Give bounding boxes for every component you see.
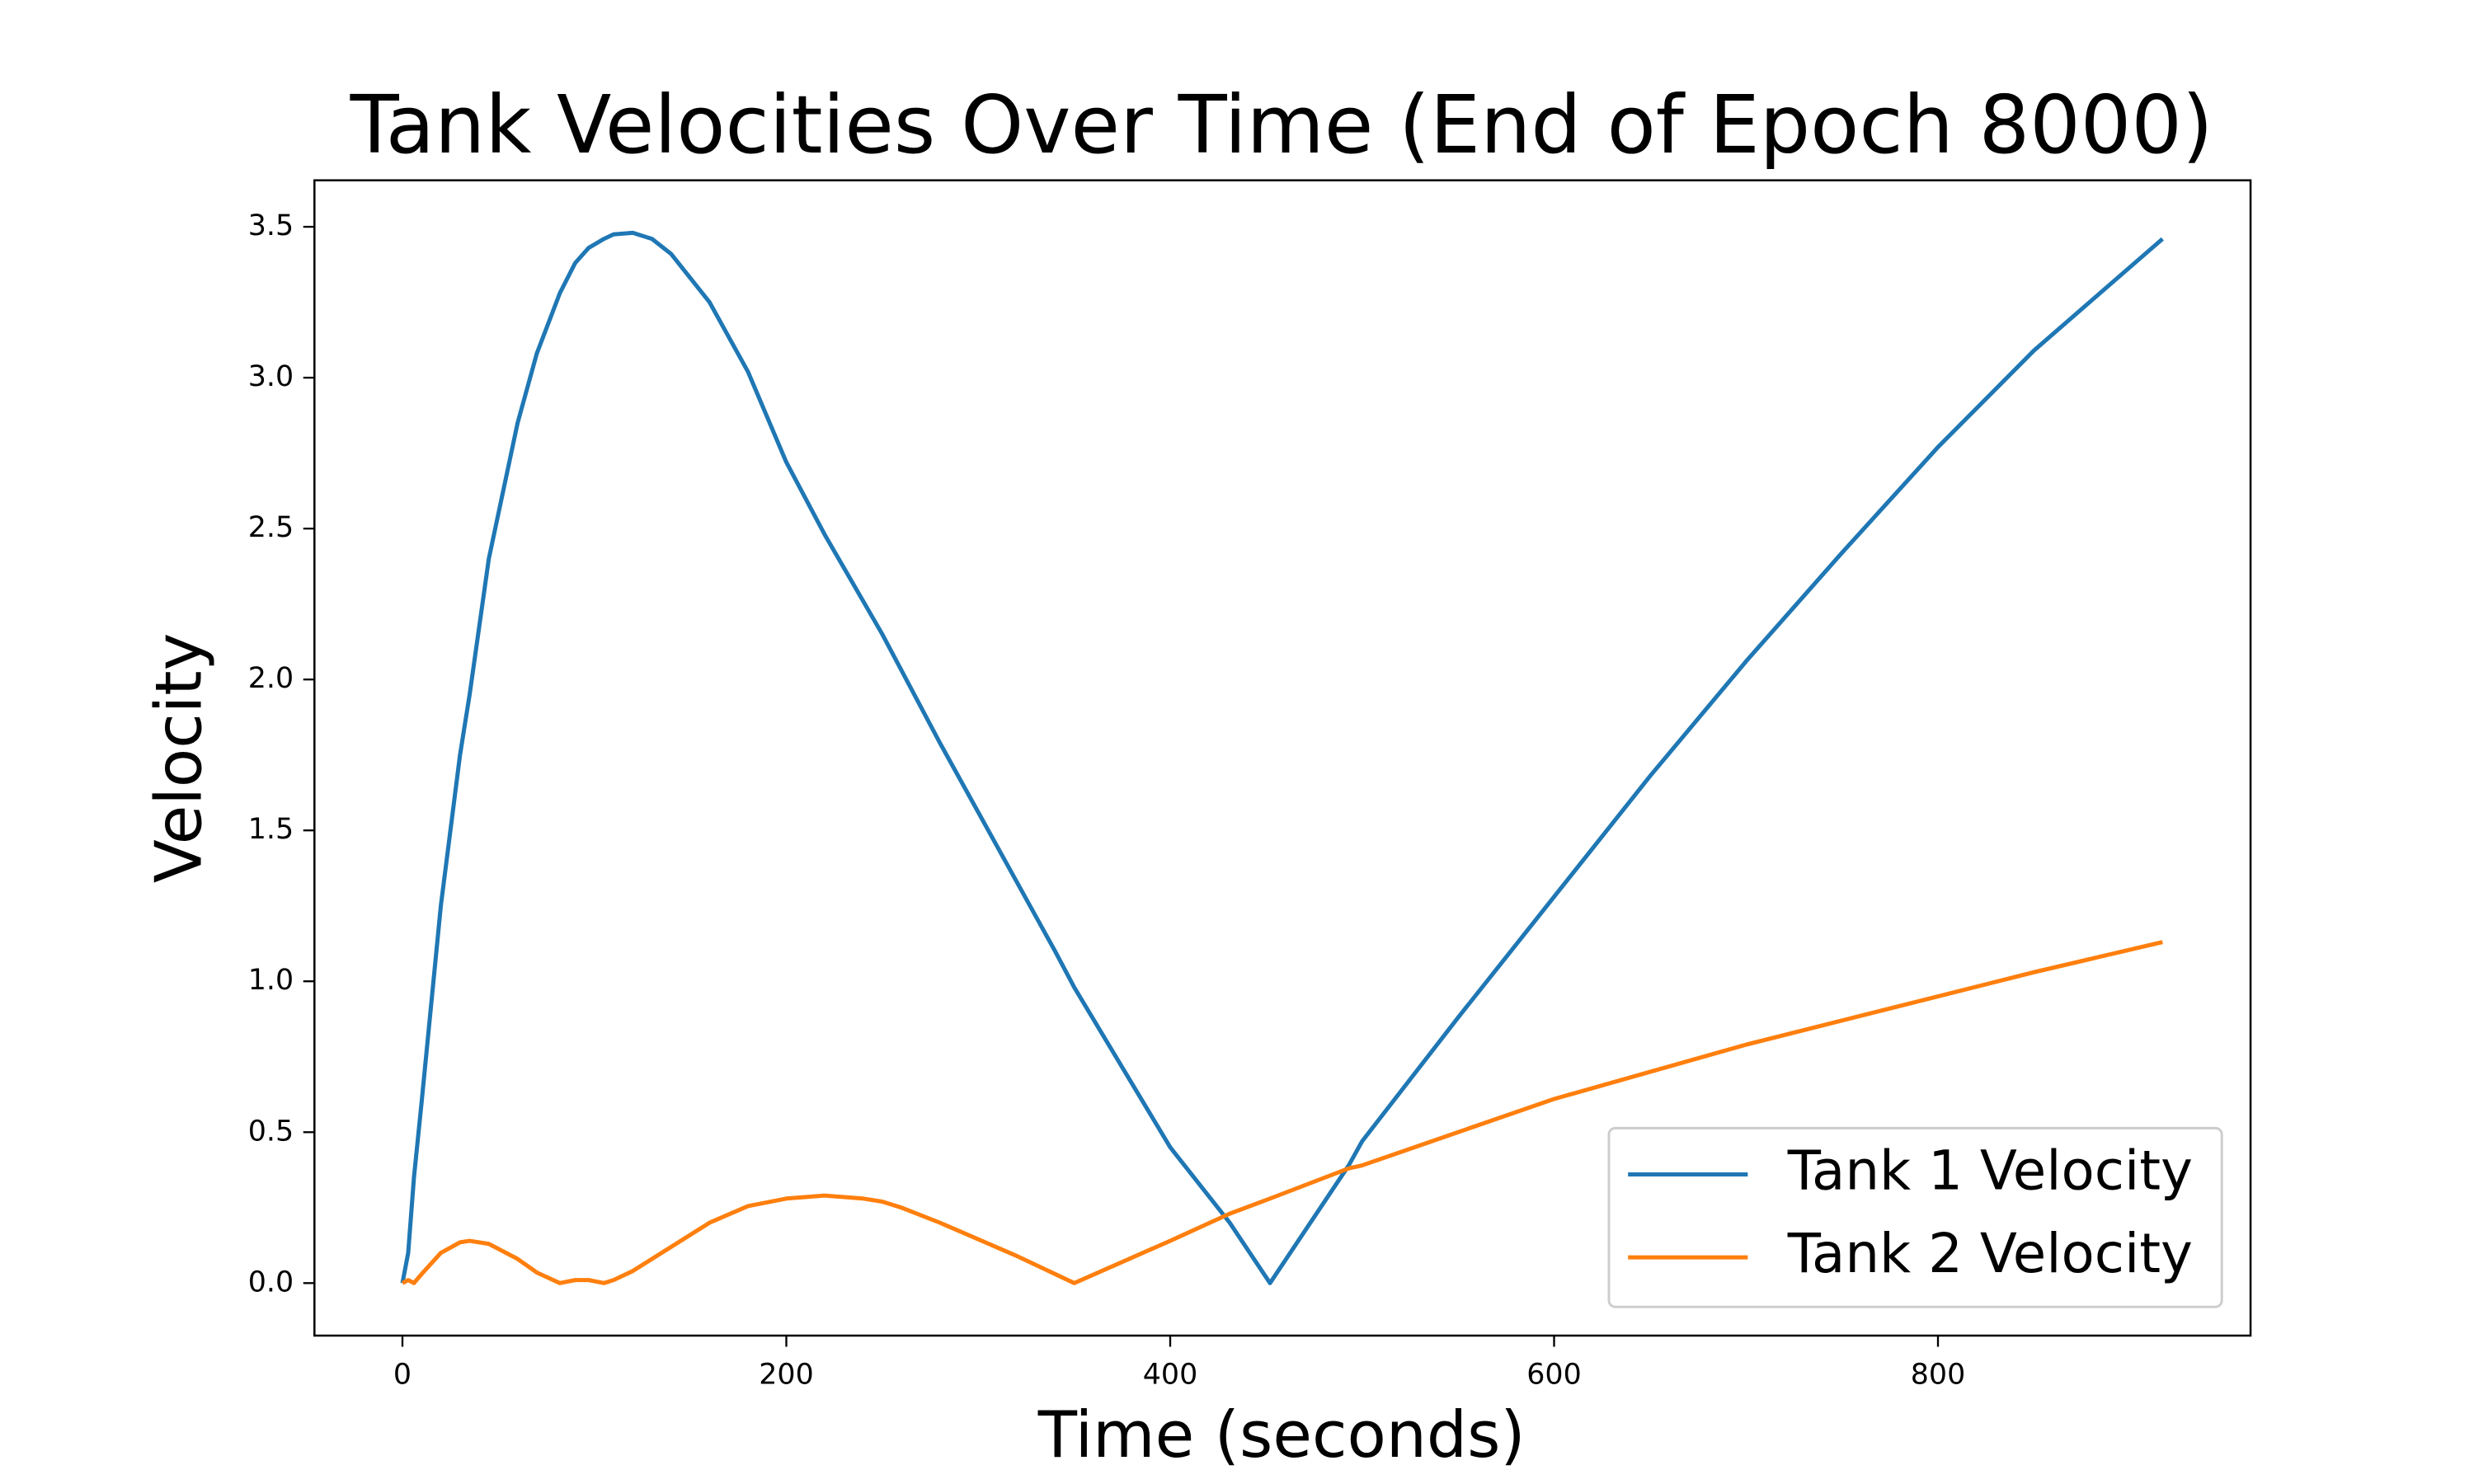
legend-label: Tank 2 Velocity: [1787, 1222, 2193, 1285]
x-axis-label: Time (seconds): [1037, 1398, 1526, 1472]
x-tick-label: 400: [1143, 1358, 1197, 1391]
legend-label: Tank 1 Velocity: [1787, 1139, 2193, 1203]
y-tick-label: 2.5: [248, 511, 294, 544]
y-tick-label: 0.5: [248, 1115, 294, 1148]
legend: Tank 1 Velocity Tank 2 Velocity: [1607, 1126, 2223, 1308]
y-tick-label: 2.0: [248, 662, 294, 695]
plot-frame: [313, 179, 2252, 1337]
chart-title: Tank Velocities Over Time (End of Epoch …: [350, 78, 2213, 171]
x-tick-label: 0: [393, 1358, 412, 1391]
series-line: [401, 940, 2163, 1285]
x-tick-label: 600: [1526, 1358, 1581, 1391]
y-axis-label: Velocity: [143, 633, 217, 884]
legend-box: [1607, 1126, 2223, 1308]
series-line: [400, 230, 2164, 1285]
y-tick-label: 1.0: [248, 964, 294, 997]
y-tick-label: 0.0: [248, 1266, 294, 1298]
y-tick-label: 1.5: [248, 813, 294, 846]
x-tick-label: 200: [759, 1358, 813, 1391]
y-tick-label: 3.0: [248, 360, 294, 393]
x-tick-label: 800: [1911, 1358, 1965, 1391]
y-tick-label: 3.5: [248, 209, 294, 242]
